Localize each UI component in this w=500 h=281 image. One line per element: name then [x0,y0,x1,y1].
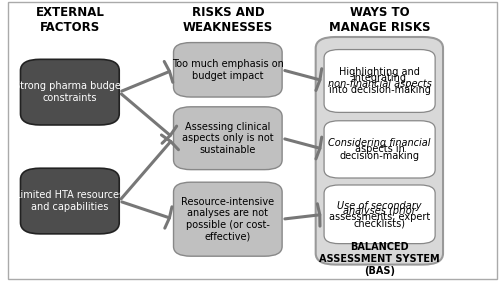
Text: RISKS AND
WEAKNESSES: RISKS AND WEAKNESSES [182,6,273,34]
Text: assessments, expert: assessments, expert [329,212,430,222]
Text: aspects in: aspects in [354,144,405,154]
Text: decision-making: decision-making [340,151,419,160]
FancyBboxPatch shape [324,49,435,112]
Text: checklists): checklists) [354,218,406,228]
FancyBboxPatch shape [174,107,282,170]
FancyBboxPatch shape [20,168,119,234]
FancyBboxPatch shape [324,121,435,178]
Text: Considering financial: Considering financial [328,138,431,148]
Text: BALANCED
ASSESSMENT SYSTEM
(BAS): BALANCED ASSESSMENT SYSTEM (BAS) [320,243,440,276]
Text: Use of secondary: Use of secondary [338,201,422,210]
Text: Limited HTA resources
and capabilities: Limited HTA resources and capabilities [16,190,124,212]
Text: non-financial aspects: non-financial aspects [328,79,432,89]
Text: into decision-making: into decision-making [328,85,430,95]
Text: Highlighting and: Highlighting and [339,67,420,77]
Text: WAYS TO
MANAGE RISKS: WAYS TO MANAGE RISKS [329,6,430,34]
FancyBboxPatch shape [174,182,282,256]
FancyBboxPatch shape [20,59,119,125]
Text: analyses (prior: analyses (prior [343,206,416,216]
Text: EXTERNAL
FACTORS: EXTERNAL FACTORS [36,6,104,34]
Text: integrating: integrating [352,73,406,83]
FancyBboxPatch shape [324,185,435,244]
Text: Resource-intensive
analyses are not
possible (or cost-
effective): Resource-intensive analyses are not poss… [182,197,274,242]
FancyBboxPatch shape [174,43,282,97]
Text: Strong pharma budget
constraints: Strong pharma budget constraints [14,81,125,103]
Text: Assessing clinical
aspects only is not
sustainable: Assessing clinical aspects only is not s… [182,122,274,155]
Text: Too much emphasis on
budget impact: Too much emphasis on budget impact [172,59,284,81]
FancyBboxPatch shape [316,37,443,265]
